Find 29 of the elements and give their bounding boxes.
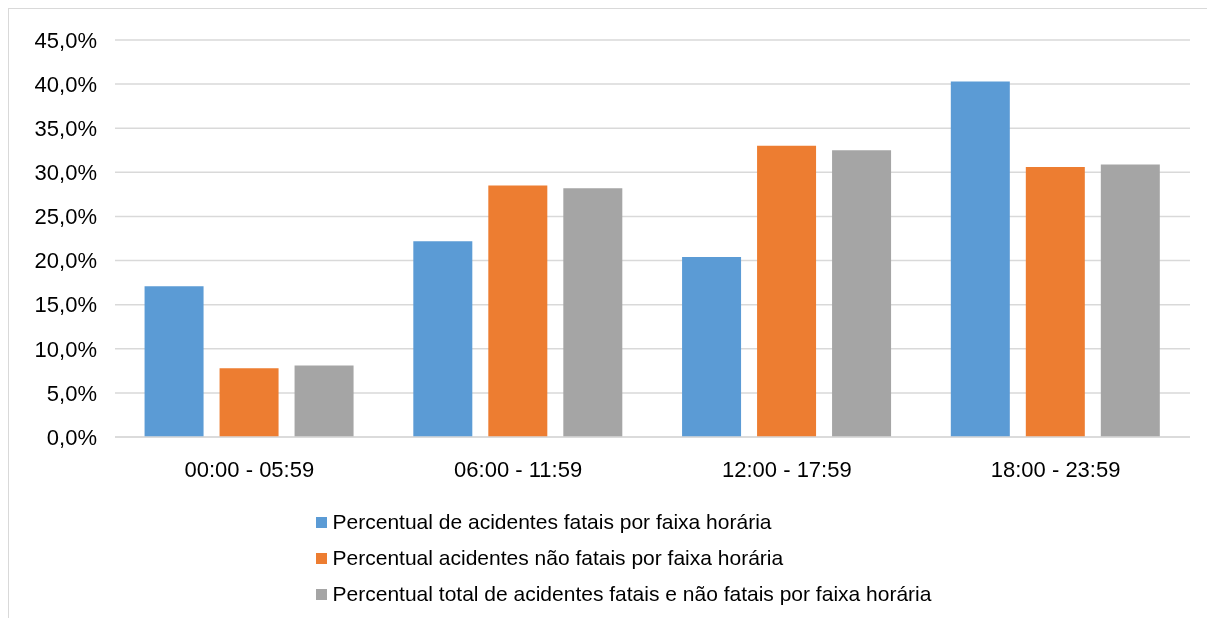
x-tick-label: 06:00 - 11:59 xyxy=(454,456,583,482)
y-tick-label: 15,0% xyxy=(34,292,97,318)
x-tick-label: 00:00 - 05:59 xyxy=(184,456,315,482)
bar xyxy=(1025,167,1085,437)
bar xyxy=(1100,164,1160,437)
y-tick-label: 20,0% xyxy=(34,248,97,274)
y-tick-label: 10,0% xyxy=(34,336,97,362)
bar xyxy=(950,81,1010,437)
legend-label: Percentual de acidentes fatais por faixa horária xyxy=(332,510,772,534)
bar xyxy=(563,188,623,437)
y-tick-label: 35,0% xyxy=(34,116,97,142)
bar xyxy=(144,286,204,437)
y-tick-label: 30,0% xyxy=(34,160,97,186)
legend-label: Percentual total de acidentes fatais e não fatais por faixa horária xyxy=(332,582,932,606)
y-tick-label: 25,0% xyxy=(34,204,97,230)
x-tick-label: 12:00 - 17:59 xyxy=(722,456,852,482)
y-tick-label: 40,0% xyxy=(34,71,97,97)
y-tick-label: 5,0% xyxy=(46,380,97,406)
bar xyxy=(219,368,279,437)
bar xyxy=(488,185,548,437)
y-tick-label: 45,0% xyxy=(34,27,97,53)
x-tick-label: 18:00 - 23:59 xyxy=(990,456,1121,482)
y-tick-label: 0,0% xyxy=(46,424,97,450)
bar xyxy=(832,150,892,437)
bar xyxy=(682,257,742,437)
bar xyxy=(294,365,354,437)
bar xyxy=(757,145,817,437)
bar xyxy=(413,241,473,437)
legend-label: Percentual acidentes não fatais por faixa horária xyxy=(332,546,784,570)
